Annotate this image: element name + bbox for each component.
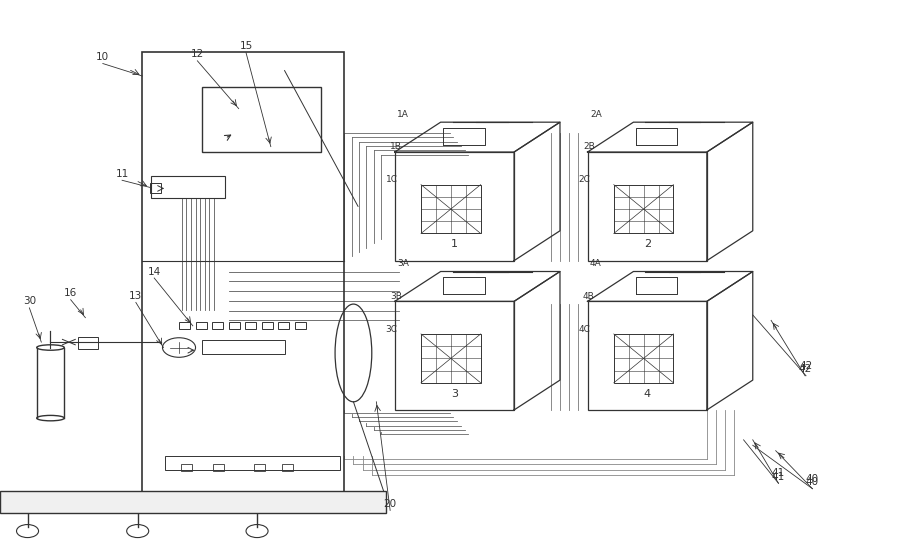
Text: 2B: 2B [583, 142, 595, 151]
Text: 4: 4 [644, 389, 651, 399]
Text: 14: 14 [148, 267, 161, 276]
Bar [196, 322, 207, 329]
Text: 42: 42 [799, 364, 812, 374]
Bar [588, 152, 707, 261]
Text: 16: 16 [64, 288, 77, 298]
Bar [262, 322, 273, 329]
Text: 10: 10 [96, 52, 109, 62]
Text: 1A: 1A [397, 110, 409, 119]
Text: 1B: 1B [390, 142, 402, 151]
Text: 15: 15 [240, 41, 252, 51]
Text: 2C: 2C [578, 175, 590, 185]
Bar [245, 322, 256, 329]
Bar [278, 322, 289, 329]
Text: 3A: 3A [397, 259, 409, 268]
Bar [229, 322, 240, 329]
Text: 12: 12 [191, 49, 204, 59]
Bar [282, 464, 293, 471]
Bar [165, 456, 340, 470]
Bar [614, 185, 674, 233]
Bar [212, 322, 223, 329]
Text: 1C: 1C [386, 175, 397, 185]
Text: 3B: 3B [390, 292, 402, 301]
Text: 2A: 2A [590, 110, 601, 119]
Text: 2: 2 [644, 239, 651, 249]
Text: 41: 41 [772, 472, 785, 482]
Bar [179, 322, 190, 329]
Text: 13: 13 [129, 291, 142, 301]
Text: 3: 3 [451, 389, 458, 399]
Bar [588, 301, 707, 410]
Bar [151, 176, 225, 198]
Bar [202, 340, 285, 354]
Text: 4C: 4C [578, 325, 590, 334]
Bar [202, 87, 321, 152]
Bar [395, 152, 514, 261]
Text: 40: 40 [806, 473, 819, 484]
Bar [421, 334, 481, 383]
Bar [78, 337, 98, 349]
Text: 4B: 4B [583, 292, 595, 301]
Bar [295, 322, 306, 329]
Bar [181, 464, 192, 471]
Bar [213, 464, 224, 471]
Text: 30: 30 [23, 296, 36, 306]
Text: 1: 1 [451, 239, 458, 249]
Bar [150, 183, 161, 193]
Bar [0, 491, 386, 513]
Bar [421, 185, 481, 233]
Text: 4A: 4A [590, 259, 601, 268]
Text: 3C: 3C [386, 325, 397, 334]
Text: 11: 11 [116, 169, 129, 179]
Text: 40: 40 [806, 477, 819, 487]
Text: 41: 41 [772, 468, 785, 478]
Text: 42: 42 [800, 361, 812, 371]
Text: 20: 20 [384, 499, 397, 509]
Bar [614, 334, 674, 383]
Bar [254, 464, 265, 471]
Bar [395, 301, 514, 410]
Bar [142, 52, 344, 497]
